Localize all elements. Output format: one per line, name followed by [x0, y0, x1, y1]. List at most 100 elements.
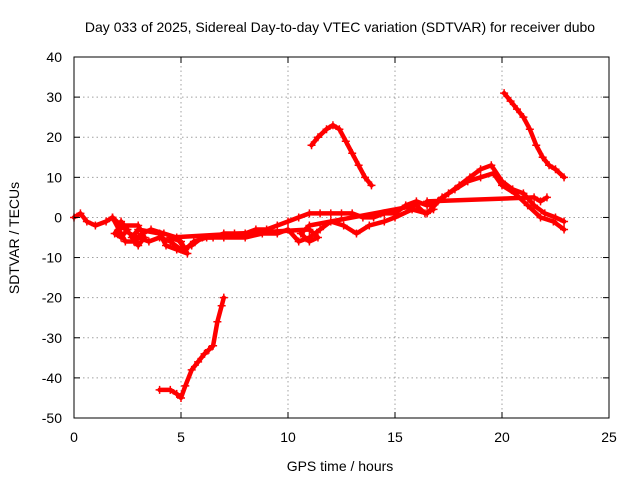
- data-point: [140, 233, 149, 242]
- data-point: [412, 201, 421, 210]
- x-tick-label: 15: [387, 429, 403, 445]
- data-point: [155, 385, 164, 394]
- data-point: [187, 365, 196, 374]
- data-point: [219, 293, 228, 302]
- x-tick-label: 25: [601, 429, 617, 445]
- x-tick-label: 5: [177, 429, 185, 445]
- data-point: [102, 217, 111, 226]
- data-point: [166, 385, 175, 394]
- data-point: [506, 97, 515, 106]
- data-point: [348, 149, 357, 158]
- data-point: [536, 213, 545, 222]
- x-tick-label: 0: [70, 429, 78, 445]
- data-point: [551, 213, 560, 222]
- data-point: [209, 341, 218, 350]
- series-small-loops: [110, 193, 551, 258]
- data-point: [519, 113, 528, 122]
- data-point: [341, 137, 350, 146]
- data-point: [423, 197, 432, 206]
- data-point: [560, 173, 569, 182]
- data-point: [305, 237, 314, 246]
- data-point: [183, 249, 192, 258]
- data-point: [123, 225, 132, 234]
- data-point: [305, 221, 314, 230]
- data-point: [316, 209, 325, 218]
- data-point: [380, 217, 389, 226]
- y-tick-label: -10: [42, 250, 62, 266]
- data-point: [305, 209, 314, 218]
- data-point: [134, 241, 143, 250]
- y-tick-label: -50: [42, 410, 62, 426]
- series-trace: [157, 295, 227, 401]
- data-point: [200, 349, 209, 358]
- data-point: [525, 125, 534, 134]
- series-trace: [501, 90, 567, 180]
- data-series: [70, 89, 569, 402]
- y-tick-label: 40: [46, 49, 62, 65]
- data-point: [91, 221, 100, 230]
- data-point: [476, 173, 485, 182]
- y-tick-label: -40: [42, 370, 62, 386]
- grid: [74, 57, 609, 418]
- data-point: [296, 229, 305, 238]
- data-point: [294, 237, 303, 246]
- data-point: [181, 381, 190, 390]
- data-point: [307, 141, 316, 150]
- data-point: [322, 125, 331, 134]
- data-point: [172, 245, 181, 254]
- data-point: [162, 241, 171, 250]
- y-tick-label: -20: [42, 290, 62, 306]
- data-point: [144, 237, 153, 246]
- data-point: [172, 389, 181, 398]
- data-point: [284, 217, 292, 226]
- data-point: [450, 185, 459, 194]
- data-point: [536, 197, 545, 206]
- data-point: [313, 133, 322, 142]
- data-point: [134, 225, 143, 234]
- x-tick-label: 20: [494, 429, 510, 445]
- data-point: [326, 209, 335, 218]
- data-point: [429, 205, 438, 214]
- chart-title: Day 033 of 2025, Sidereal Day-to-day VTE…: [85, 19, 595, 35]
- data-point: [487, 161, 496, 170]
- data-point: [177, 237, 185, 246]
- data-point: [530, 193, 539, 202]
- y-tick-label: -30: [42, 330, 62, 346]
- data-point: [313, 233, 322, 242]
- axis-ticks: 0 5 10 15 20 25 -50 -40 -30 -20 -10 0 10 20 30 40: [42, 49, 617, 445]
- data-point: [551, 165, 560, 174]
- data-point: [316, 225, 325, 234]
- data-point: [420, 209, 429, 218]
- series-arc-evening: [500, 89, 569, 182]
- data-point: [352, 229, 361, 238]
- data-point: [538, 153, 547, 162]
- data-point: [328, 121, 337, 130]
- data-point: [354, 161, 363, 170]
- data-point: [117, 221, 126, 230]
- data-point: [82, 217, 91, 226]
- data-point: [155, 229, 164, 238]
- data-point: [117, 233, 126, 242]
- data-point: [365, 221, 374, 230]
- data-point: [204, 345, 213, 354]
- data-point: [177, 393, 185, 402]
- data-point: [560, 225, 569, 234]
- data-point: [391, 213, 399, 222]
- data-point: [540, 209, 549, 218]
- data-point: [339, 221, 348, 230]
- y-tick-label: 10: [46, 169, 62, 185]
- data-point: [335, 125, 344, 134]
- data-point: [166, 233, 175, 242]
- data-point: [560, 217, 569, 226]
- data-point: [108, 213, 117, 222]
- data-point: [489, 169, 498, 178]
- x-tick-label: 10: [280, 429, 296, 445]
- data-point: [110, 229, 119, 238]
- data-point: [294, 213, 303, 222]
- data-point: [542, 193, 551, 202]
- x-axis-label: GPS time / hours: [287, 458, 394, 474]
- data-point: [121, 237, 130, 246]
- y-tick-label: 30: [46, 89, 62, 105]
- data-point: [361, 173, 370, 182]
